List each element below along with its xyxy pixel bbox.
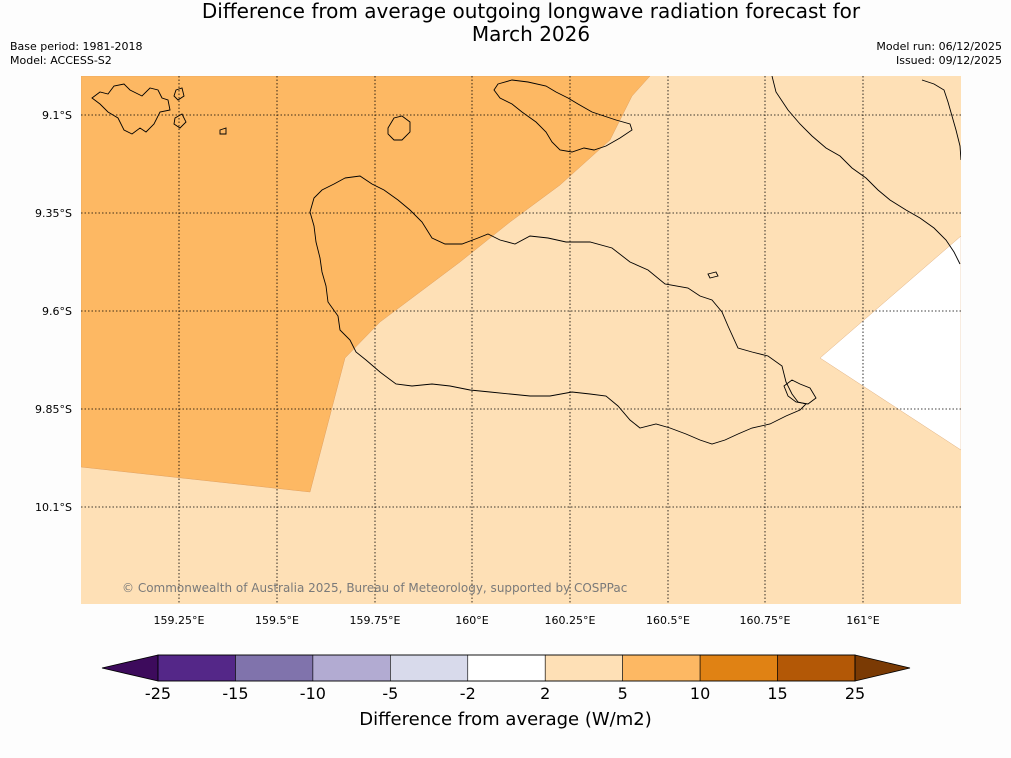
coastline-marau-islands [783, 379, 817, 405]
model-run-text: Model run: 06/12/2025 [876, 40, 1002, 53]
lat-label: 9.1°S [42, 109, 72, 122]
colorbar-segment [699, 654, 778, 682]
coastline-russell-islands [91, 83, 171, 135]
coastline-florida-islands [493, 79, 633, 153]
colorbar-title: Difference from average (W/m2) [359, 709, 652, 730]
colorbar [101, 654, 911, 682]
lon-labels: 159.25°E 159.5°E 159.75°E 160°E 160.25°E… [154, 614, 880, 627]
lat-label: 9.35°S [35, 207, 72, 220]
coastline-islet-1 [173, 87, 185, 101]
colorbar-extend-high [854, 654, 911, 682]
colorbar-tick-label: 5 [617, 684, 628, 703]
lon-label: 160.75°E [740, 614, 791, 627]
lat-labels: 9.1°S 9.35°S 9.6°S 9.85°S 10.1°S [35, 109, 72, 514]
coastline-savo [387, 115, 411, 141]
colorbar-tick-label: -25 [144, 684, 172, 703]
colorbar-tick-label: 10 [689, 684, 711, 703]
colorbar-tick-label: 2 [540, 684, 551, 703]
colorbar-segment [235, 654, 314, 682]
colorbar-tick-label: -15 [222, 684, 249, 703]
colorbar-segment [157, 654, 236, 682]
copyright-text: © Commonwealth of Australia 2025, Bureau… [122, 581, 627, 595]
meta-right: Model run: 06/12/2025 Issued: 09/12/2025 [876, 40, 1002, 68]
lon-label: 160.5°E [646, 614, 690, 627]
colorbar-outline [157, 654, 856, 682]
colorbar-segment [390, 654, 469, 682]
colorbar-tick-label: 25 [844, 684, 866, 703]
coastline-guadalcanal [309, 175, 807, 445]
coastline-islet-3 [219, 127, 227, 135]
coastline-malaita [771, 76, 961, 265]
title-line-1: Difference from average outgoing longwav… [201, 0, 861, 23]
colorbar-tick-label: -5 [382, 684, 399, 703]
model-text: Model: ACCESS-S2 [10, 54, 112, 67]
colorbar-segment [777, 654, 856, 682]
coastline-marau-islet [707, 271, 719, 279]
title-line-2: March 2026 [471, 22, 591, 46]
chart-title: Difference from average outgoing longwav… [0, 0, 1011, 46]
coastline-malaita-north [921, 79, 961, 161]
graticule [81, 76, 961, 604]
region-5-to-10 [81, 76, 651, 493]
colorbar-segment [312, 654, 391, 682]
coastline-islet-2 [173, 113, 187, 129]
meta-left: Base period: 1981-2018 Model: ACCESS-S2 [10, 40, 142, 68]
colorbar-tick-label: -10 [299, 684, 326, 703]
lon-label: 160.25°E [545, 614, 596, 627]
issued-text: Issued: 09/12/2025 [895, 54, 1002, 67]
region-minus2-to-2 [819, 235, 961, 451]
lon-label: 159.25°E [154, 614, 205, 627]
lon-label: 159.75°E [350, 614, 401, 627]
lon-label: 159.5°E [255, 614, 299, 627]
coastlines [91, 76, 961, 445]
lat-label: 10.1°S [35, 501, 72, 514]
lon-label: 160°E [455, 614, 488, 627]
colorbar-extend-low [101, 654, 159, 682]
map-plot-area: © Commonwealth of Australia 2025, Bureau… [81, 76, 961, 604]
colorbar-segment [622, 654, 701, 682]
lon-label: 161°E [846, 614, 879, 627]
lat-label: 9.6°S [42, 305, 72, 318]
colorbar-tick-label: -2 [459, 684, 476, 703]
colorbar-tick-label: 15 [767, 684, 788, 703]
colorbar-segment [467, 654, 546, 682]
lat-label: 9.85°S [35, 403, 72, 416]
base-period-text: Base period: 1981-2018 [10, 40, 143, 53]
colorbar-segment [544, 654, 623, 682]
